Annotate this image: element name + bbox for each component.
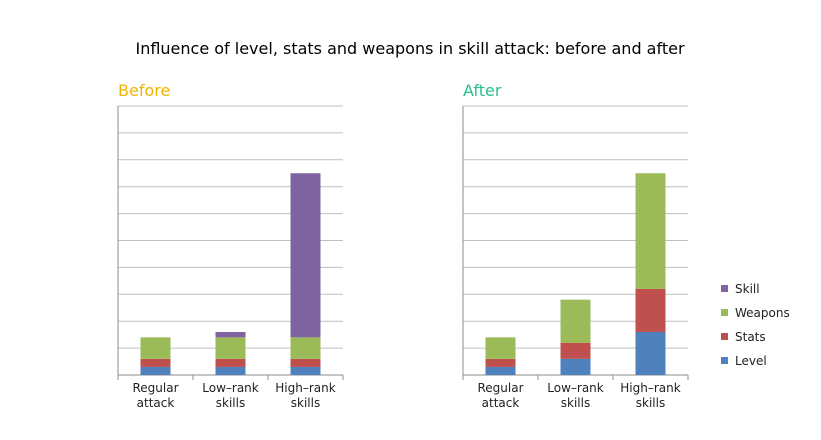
legend-label-weapons: Weapons xyxy=(735,306,790,320)
legend-label-stats: Stats xyxy=(735,330,766,344)
bar-level-after xyxy=(560,358,591,375)
x-tick-label: High–rank skills xyxy=(620,381,680,410)
legend-swatch-skill xyxy=(721,285,728,292)
bar-stats-after xyxy=(635,288,666,332)
bar-stats-after xyxy=(485,358,516,367)
bar-stats-before xyxy=(290,358,321,367)
bar-skill-before xyxy=(215,331,246,338)
bar-level-before xyxy=(140,366,171,375)
bar-level-before xyxy=(215,366,246,375)
bar-weapons-after xyxy=(560,299,591,343)
bar-skill-before xyxy=(290,173,321,338)
x-tick-label: Regular attack xyxy=(132,381,178,410)
x-tick-label: High–rank skills xyxy=(275,381,335,410)
panel-title-before: Before xyxy=(118,81,170,100)
bar-level-after xyxy=(635,331,666,375)
bar-weapons-before xyxy=(140,337,171,359)
legend-swatch-level xyxy=(721,357,728,364)
bar-weapons-before xyxy=(290,337,321,359)
x-tick-label: Regular attack xyxy=(477,381,523,410)
bar-weapons-after xyxy=(635,173,666,289)
bar-level-before xyxy=(290,366,321,375)
bar-weapons-before xyxy=(215,337,246,359)
chart-title: Influence of level, stats and weapons in… xyxy=(135,39,684,58)
bar-stats-after xyxy=(560,342,591,359)
bar-stats-before xyxy=(215,358,246,367)
bar-stats-before xyxy=(140,358,171,367)
legend-swatch-stats xyxy=(721,333,728,340)
legend-label-level: Level xyxy=(735,354,767,368)
x-tick-label: Low–rank skills xyxy=(547,381,604,410)
legend-swatch-weapons xyxy=(721,309,728,316)
bar-weapons-after xyxy=(485,337,516,359)
x-tick-label: Low–rank skills xyxy=(202,381,259,410)
legend-label-skill: Skill xyxy=(735,282,760,296)
panel-title-after: After xyxy=(463,81,502,100)
bar-level-after xyxy=(485,366,516,375)
